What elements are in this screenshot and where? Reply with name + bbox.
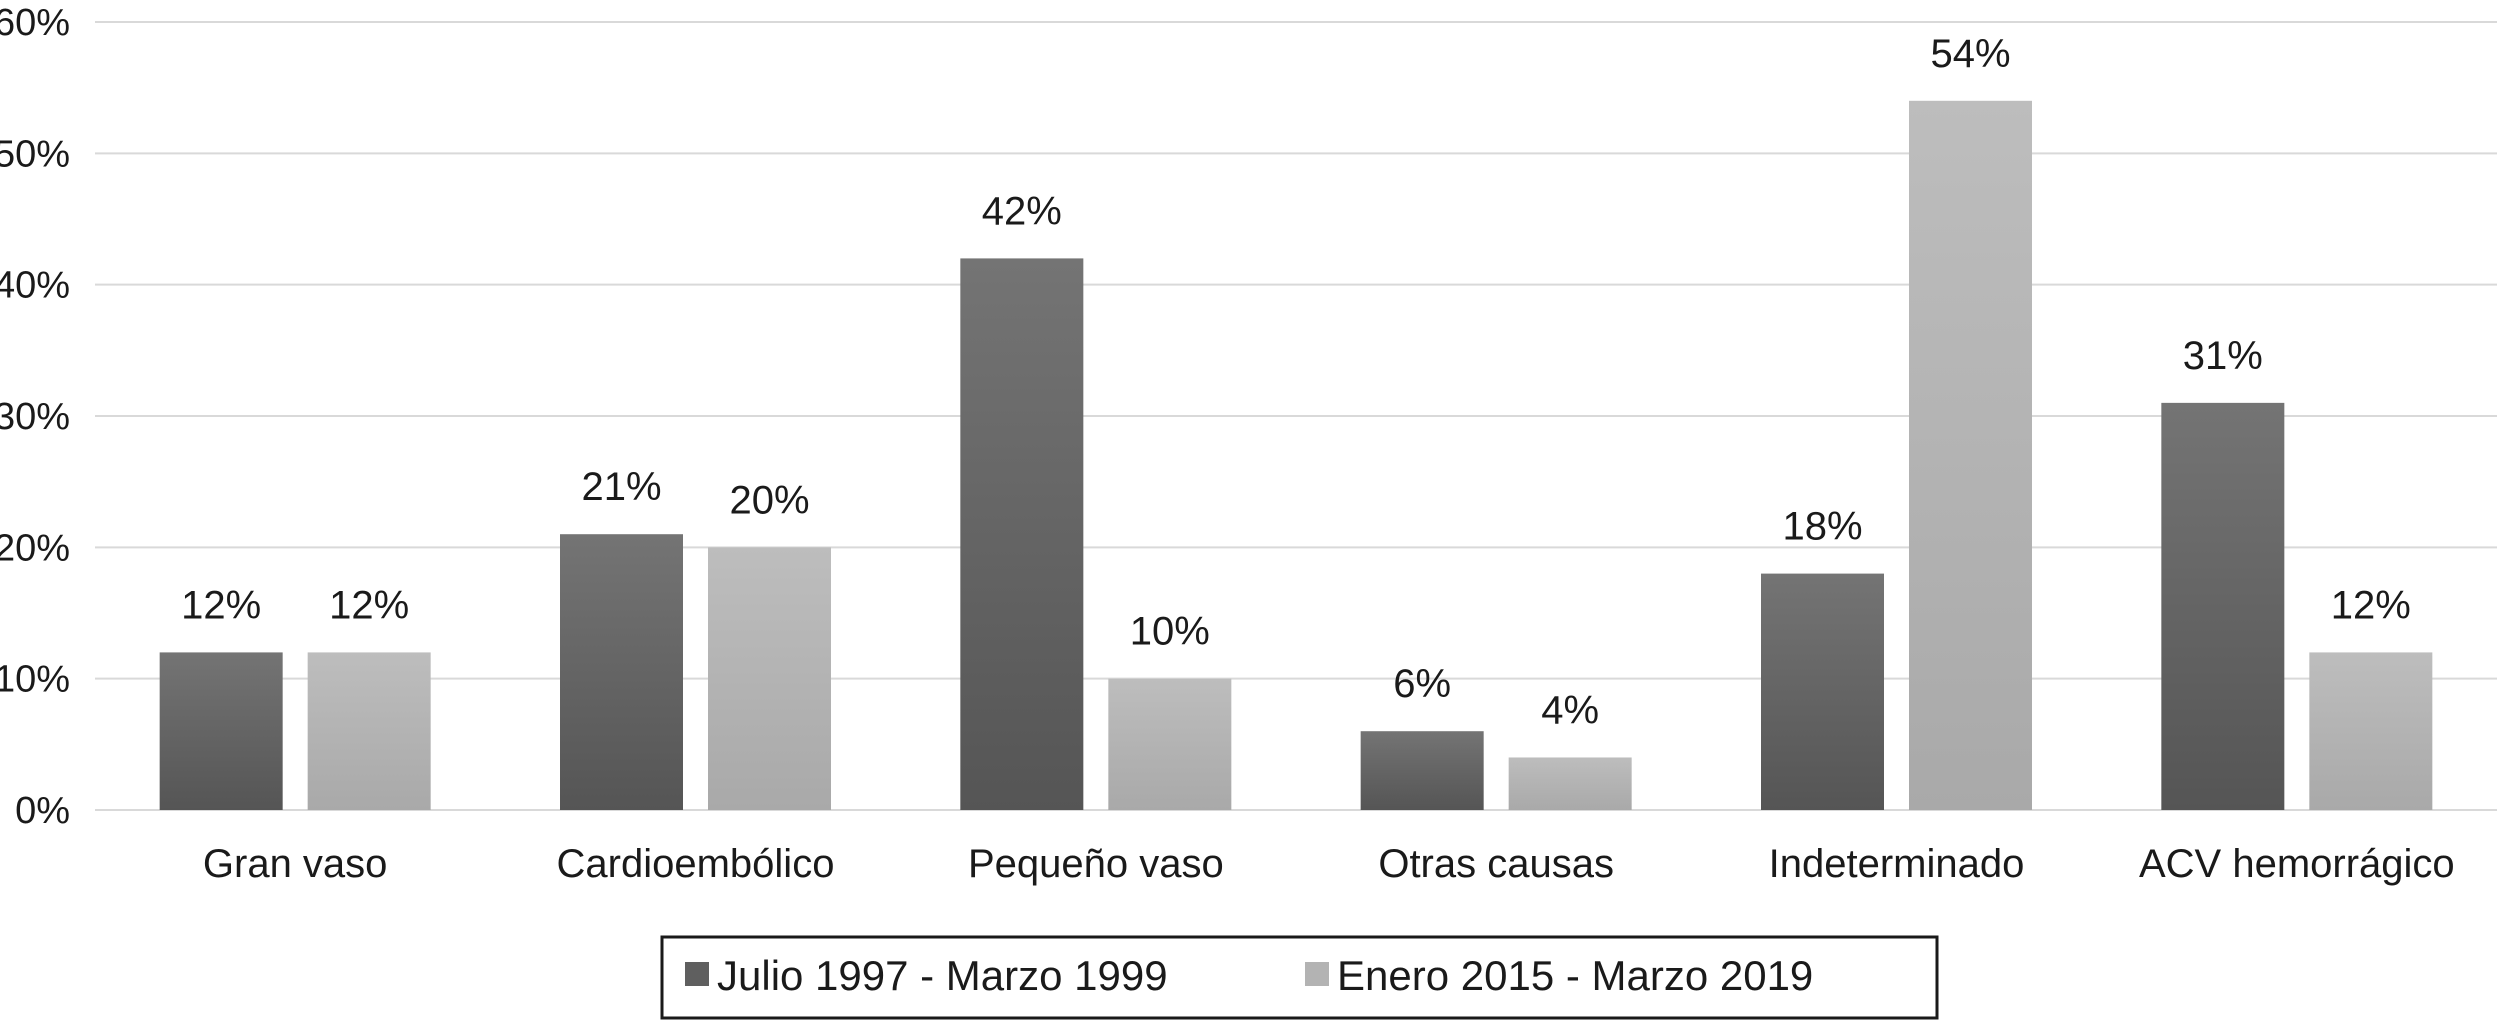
y-tick-label: 30% — [0, 396, 70, 438]
y-tick-label: 60% — [0, 2, 70, 44]
legend-label: Enero 2015 - Marzo 2019 — [1337, 952, 1813, 999]
data-label: 12% — [181, 583, 261, 627]
y-tick-label: 20% — [0, 527, 70, 569]
data-label: 21% — [581, 465, 661, 509]
legend-box — [660, 935, 1939, 1020]
data-label: 54% — [1930, 32, 2010, 76]
y-tick-label: 10% — [0, 659, 70, 701]
bar — [2309, 652, 2433, 810]
data-label: 18% — [1782, 505, 1862, 549]
data-label: 10% — [1130, 610, 1210, 654]
category-label: Cardioembólico — [557, 842, 835, 886]
y-tick-label: 0% — [15, 790, 70, 832]
category-label: Indeterminado — [1769, 842, 2025, 886]
data-label: 31% — [2183, 334, 2263, 378]
data-label: 42% — [982, 189, 1062, 233]
data-labels: 12% 12% 21% 20% 42% 10% 6% 4% 18% 54% 31% 12% — [181, 32, 2411, 733]
category-label: Pequeño vaso — [968, 842, 1224, 886]
bar — [1360, 731, 1484, 810]
legend-swatch — [1305, 962, 1329, 986]
legend-swatch — [685, 962, 709, 986]
bar — [708, 547, 831, 810]
bar — [159, 652, 283, 810]
data-label: 12% — [2331, 583, 2411, 627]
y-axis-tick-labels: 0% 10% 20% 30% 40% 50% 60% — [0, 2, 70, 832]
category-labels: Gran vaso Cardioembólico Pequeño vaso Otras… — [203, 842, 2455, 886]
bar — [1761, 573, 1884, 810]
bar — [1508, 757, 1632, 810]
y-tick-label: 50% — [0, 133, 70, 175]
bar — [307, 652, 431, 810]
data-label: 6% — [1393, 662, 1451, 706]
legend-label: Julio 1997 - Marzo 1999 — [717, 952, 1168, 999]
data-label: 12% — [329, 583, 409, 627]
legend: Julio 1997 - Marzo 1999 Enero 2015 - Marz… — [660, 935, 1939, 1020]
category-label: Otras causas — [1378, 842, 1614, 886]
category-label: ACV hemorrágico — [2139, 842, 2455, 886]
data-label: 20% — [729, 478, 809, 522]
bar — [960, 258, 1084, 810]
data-label: 4% — [1541, 688, 1599, 732]
bar — [1108, 678, 1232, 810]
bars — [159, 100, 2433, 811]
gridlines — [95, 21, 2497, 811]
bar — [2161, 402, 2285, 810]
y-tick-label: 40% — [0, 265, 70, 307]
category-label: Gran vaso — [203, 842, 388, 886]
bar — [1909, 100, 2032, 811]
bar — [560, 534, 683, 810]
